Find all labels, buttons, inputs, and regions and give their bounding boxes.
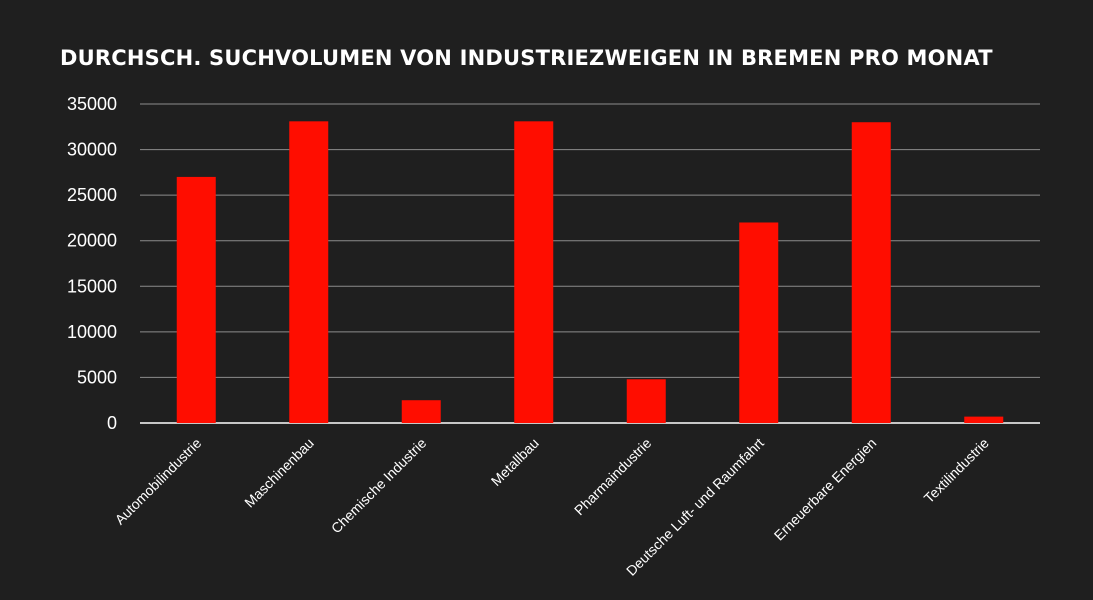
bar xyxy=(289,121,329,424)
x-tick-label: Automobilindustrie xyxy=(112,435,205,528)
x-tick-label: Erneuerbare Energien xyxy=(771,435,880,544)
x-tick-label: Textilindustrie xyxy=(921,435,992,506)
bar xyxy=(626,379,666,423)
y-tick-label: 5000 xyxy=(77,367,117,387)
x-axis-labels: Automobilindustrie Maschinenbau Chemische … xyxy=(112,435,992,579)
x-tick-label: Metallbau xyxy=(488,435,542,489)
y-tick-label: 35000 xyxy=(67,94,117,114)
bar xyxy=(964,416,1004,423)
x-tick-label: Pharmaindustrie xyxy=(571,435,655,519)
bars xyxy=(176,121,1004,424)
y-axis-ticks: 0 5000 10000 15000 20000 25000 30000 35000 xyxy=(67,94,117,433)
y-tick-label: 20000 xyxy=(67,231,117,251)
bar xyxy=(401,400,441,423)
y-tick-label: 30000 xyxy=(67,140,117,160)
y-tick-label: 15000 xyxy=(67,276,117,296)
y-tick-label: 25000 xyxy=(67,185,117,205)
bar xyxy=(739,222,779,423)
bar xyxy=(851,122,891,423)
x-tick-label: Deutsche Luft- und Raumfahrt xyxy=(623,435,767,579)
x-tick-label: Maschinenbau xyxy=(241,435,317,511)
chart-title: DURCHSCH. SUCHVOLUMEN VON INDUSTRIEZWEIG… xyxy=(60,46,993,70)
bar xyxy=(176,176,216,423)
bar xyxy=(514,121,554,424)
y-tick-label: 0 xyxy=(107,413,117,433)
x-tick-label: Chemische Industrie xyxy=(328,435,430,537)
grid-lines xyxy=(140,103,1040,424)
y-tick-label: 10000 xyxy=(67,322,117,342)
